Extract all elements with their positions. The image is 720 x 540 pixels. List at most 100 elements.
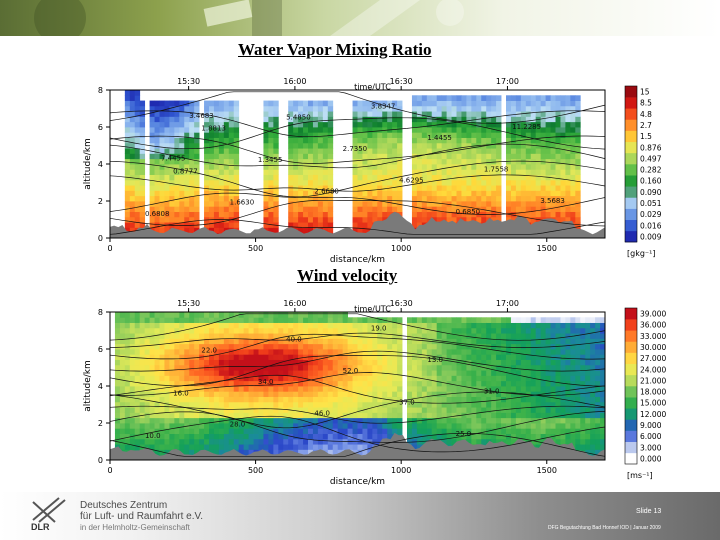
heatmap-cell — [194, 438, 200, 445]
heatmap-cell — [347, 417, 353, 424]
heatmap-cell — [149, 364, 155, 371]
heatmap-cell — [337, 444, 344, 450]
heatmap-cell — [308, 417, 314, 424]
heatmap-cell — [169, 349, 175, 355]
heatmap-cell — [327, 153, 334, 160]
heatmap-cell — [426, 158, 433, 165]
heatmap-cell — [520, 327, 527, 334]
heatmap-cell — [466, 401, 472, 408]
heatmap-cell — [164, 322, 170, 329]
heatmap-cell — [164, 190, 170, 197]
heatmap-cell — [451, 349, 457, 355]
time-tick-label: 17:00 — [496, 77, 519, 86]
heatmap-cell — [421, 401, 428, 408]
heatmap-cell — [174, 179, 180, 186]
heatmap-cell — [456, 201, 462, 207]
heatmap-cell — [169, 412, 175, 419]
heatmap-cell — [441, 185, 447, 191]
heatmap-cell — [293, 322, 299, 329]
heatmap-cell — [540, 412, 546, 419]
heatmap-cell — [377, 417, 383, 424]
heatmap-cell — [303, 333, 309, 339]
heatmap-cell — [575, 354, 581, 360]
heatmap-cell — [560, 386, 566, 392]
heatmap-cell — [560, 438, 566, 445]
heatmap-cell — [456, 407, 462, 413]
heatmap-cell — [530, 127, 537, 133]
heatmap-cell — [441, 174, 447, 181]
heatmap-cell — [436, 179, 443, 186]
heatmap-cell — [456, 354, 462, 360]
heatmap-cell — [515, 201, 522, 207]
heatmap-cell — [317, 127, 324, 133]
heatmap-cell — [595, 333, 601, 339]
heatmap-cell — [303, 132, 309, 138]
heatmap-cell — [308, 396, 314, 403]
heatmap-cell — [124, 386, 131, 392]
heatmap-cell — [288, 100, 294, 107]
heatmap-cell — [263, 317, 269, 323]
heatmap-cell — [372, 322, 378, 329]
heatmap-cell — [377, 179, 383, 186]
heatmap-cell — [248, 354, 254, 360]
heatmap-cell — [233, 222, 240, 228]
heatmap-cell — [258, 396, 264, 403]
contour-label: 1.7558 — [484, 165, 509, 173]
heatmap-cell — [550, 386, 556, 392]
heatmap-cell — [283, 375, 289, 382]
heatmap-cell — [293, 391, 299, 397]
heatmap-cell — [535, 322, 542, 329]
heatmap-cell — [496, 116, 502, 123]
heatmap-cell — [486, 148, 492, 154]
heatmap-cell — [213, 201, 220, 207]
x-tick-label: 1000 — [391, 244, 411, 253]
heatmap-cell — [263, 174, 269, 181]
heatmap-cell — [179, 333, 185, 339]
heatmap-cell — [397, 148, 403, 154]
heatmap-cell — [298, 370, 304, 376]
heatmap-cell — [461, 317, 467, 323]
heatmap-cell — [501, 343, 507, 350]
heatmap-cell — [496, 338, 502, 345]
colorbar-swatch — [625, 397, 637, 409]
heatmap-cell — [134, 100, 141, 107]
heatmap-cell — [565, 338, 571, 345]
heatmap-cell — [382, 153, 388, 160]
heatmap-cell — [159, 327, 165, 334]
heatmap-cell — [525, 349, 532, 355]
heatmap-cell — [520, 417, 527, 424]
heatmap-cell — [540, 116, 546, 123]
heatmap-cell — [129, 386, 136, 392]
heatmap-cell — [372, 190, 378, 197]
heatmap-cell — [481, 206, 487, 212]
heatmap-cell — [367, 137, 373, 144]
heatmap-cell — [124, 132, 131, 138]
heatmap-cell — [510, 322, 517, 329]
heatmap-cell — [471, 322, 477, 329]
heatmap-cell — [174, 407, 180, 413]
heatmap-cell — [204, 407, 210, 413]
heatmap-cell — [139, 349, 146, 355]
heatmap-cell — [362, 227, 368, 234]
heatmap-cell — [268, 222, 274, 228]
heatmap-cell — [124, 423, 131, 429]
heatmap-cell — [456, 386, 462, 392]
heatmap-cell — [535, 423, 542, 429]
heatmap-cell — [550, 206, 556, 212]
heatmap-cell — [570, 153, 576, 160]
heatmap-cell — [520, 396, 527, 403]
heatmap-cell — [144, 412, 150, 419]
heatmap-cell — [501, 327, 507, 334]
heatmap-cell — [357, 449, 363, 456]
heatmap-cell — [481, 95, 487, 101]
heatmap-cell — [535, 401, 542, 408]
heatmap-cell — [288, 438, 294, 445]
heatmap-cell — [342, 322, 348, 329]
heatmap-cell — [169, 364, 175, 371]
heatmap-cell — [466, 206, 472, 212]
heatmap-cell — [273, 364, 279, 371]
heatmap-cell — [471, 190, 477, 197]
heatmap-cell — [258, 317, 264, 323]
heatmap-cell — [169, 127, 175, 133]
heatmap-cell — [491, 349, 497, 355]
